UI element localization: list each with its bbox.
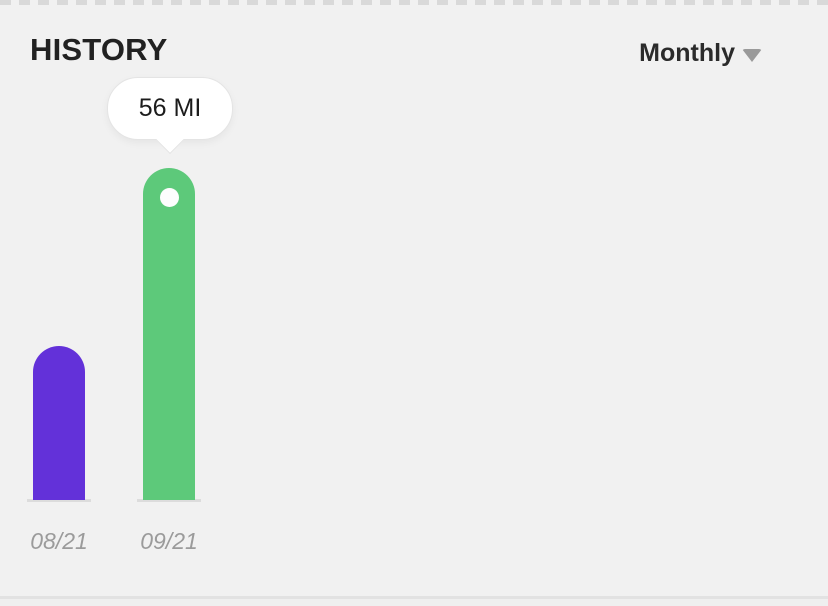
bottom-card-edge [0, 599, 828, 606]
tooltip-value: 56 MI [138, 94, 202, 122]
x-axis-label: 08/21 [30, 528, 88, 554]
chevron-down-icon [742, 48, 762, 62]
period-dropdown-label: Monthly [639, 39, 735, 67]
chart-bar-selected-month[interactable] [143, 168, 195, 500]
baseline-tick [27, 499, 91, 502]
baseline-tick [137, 499, 201, 502]
page-title: HISTORY [30, 32, 168, 67]
chart-bar-previous-month[interactable] [33, 346, 85, 500]
selected-point-dot [159, 188, 179, 207]
dashed-divider [0, 0, 828, 5]
period-dropdown[interactable]: Monthly [639, 41, 762, 66]
x-axis-label: 09/21 [140, 528, 198, 554]
bottom-divider [0, 596, 828, 599]
